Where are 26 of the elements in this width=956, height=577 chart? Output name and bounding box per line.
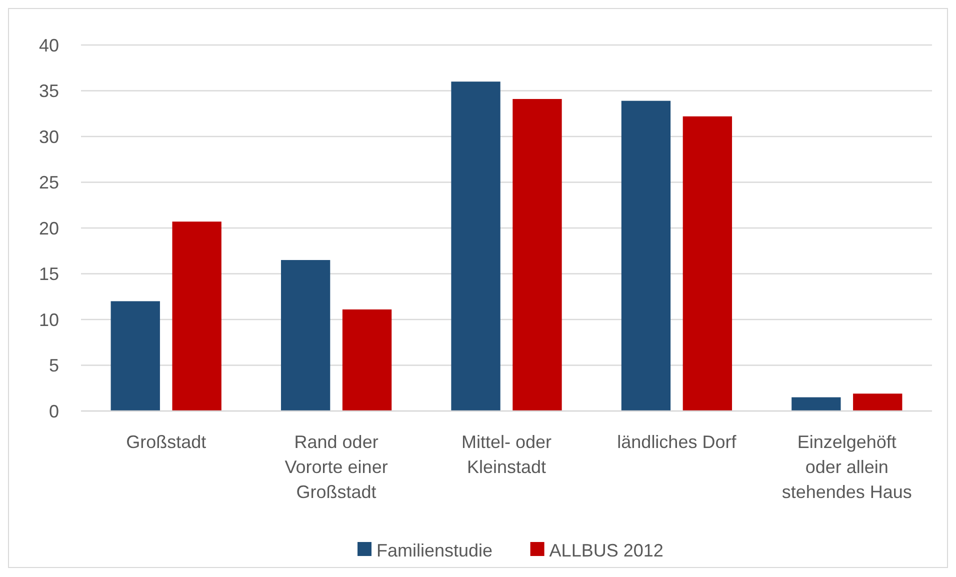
x-tick-label: Einzelgehöft oder allein stehendes Haus bbox=[782, 432, 912, 502]
y-tick-label: 25 bbox=[38, 172, 59, 193]
bar bbox=[172, 222, 222, 411]
x-tick-label: Mittel- oder Kleinstadt bbox=[461, 432, 552, 477]
bar bbox=[110, 301, 160, 411]
y-tick-label: 15 bbox=[38, 264, 59, 284]
legend-label: ALLBUS 2012 bbox=[549, 540, 664, 560]
x-tick-label: Großstadt bbox=[126, 432, 206, 452]
x-tick-label: Rand oder Vororte einer Großstadt bbox=[284, 432, 388, 502]
x-tick-label: ländliches Dorf bbox=[617, 432, 738, 452]
bar bbox=[512, 98, 562, 411]
y-tick-label: 10 bbox=[38, 310, 59, 330]
bar bbox=[682, 116, 732, 411]
y-tick-label: 0 bbox=[48, 401, 59, 422]
bar bbox=[621, 100, 671, 411]
bar bbox=[853, 394, 902, 411]
bar bbox=[280, 260, 330, 411]
bar bbox=[451, 82, 500, 411]
y-tick-label: 40 bbox=[38, 35, 59, 56]
y-tick-label: 35 bbox=[38, 81, 59, 102]
y-tick-label: 20 bbox=[38, 218, 59, 238]
bar bbox=[792, 397, 841, 411]
legend-label: Familienstudie bbox=[376, 540, 493, 560]
y-tick-label: 5 bbox=[48, 356, 59, 376]
y-tick-label: 30 bbox=[38, 126, 59, 147]
bar bbox=[342, 309, 392, 411]
